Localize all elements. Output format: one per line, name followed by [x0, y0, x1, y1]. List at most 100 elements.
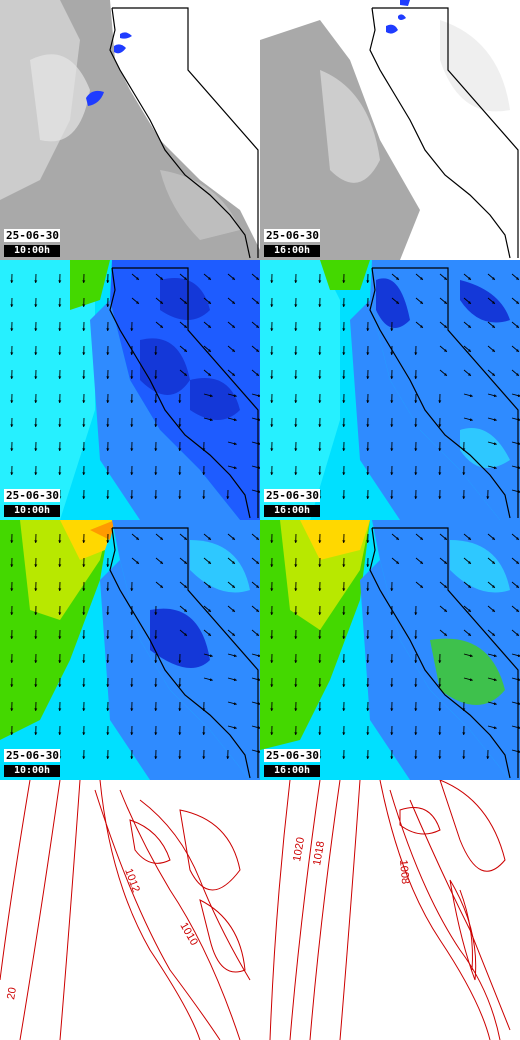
wind-arrowhead — [106, 588, 110, 591]
wind-arrowhead — [10, 400, 14, 403]
wind-arrowhead — [469, 394, 473, 398]
wind-arrowhead — [318, 708, 322, 711]
wind-arrowhead — [106, 352, 110, 355]
wind-arrowhead — [438, 424, 442, 427]
wind-arrowhead — [270, 448, 274, 451]
wind-arrowhead — [82, 472, 86, 475]
wind-arrowhead — [390, 708, 394, 711]
wind-arrowhead — [491, 632, 495, 636]
wind-arrowhead — [207, 632, 211, 636]
wind-arrowhead — [419, 324, 423, 328]
wind-arrowhead — [106, 732, 110, 735]
wind-arrowhead — [159, 536, 163, 540]
date-label: 25-06-30 — [264, 749, 320, 762]
wind-arrowhead — [135, 276, 139, 280]
wind-arrowhead — [58, 352, 62, 355]
wind-arrowhead — [395, 300, 399, 304]
wind-arrowhead — [491, 324, 495, 328]
wind-arrowhead — [443, 324, 447, 328]
wind-arrowhead — [318, 424, 322, 427]
wind-arrowhead — [443, 348, 447, 352]
wind-arrowhead — [257, 678, 260, 682]
wind-arrowhead — [414, 472, 418, 475]
wind-arrowhead — [515, 276, 519, 280]
wind-arrowhead — [342, 448, 346, 451]
wind-arrowhead — [270, 708, 274, 711]
wind-arrowhead — [515, 372, 519, 376]
wind-arrowhead — [34, 540, 38, 543]
wind-arrowhead — [34, 376, 38, 379]
wind-arrowhead — [58, 588, 62, 591]
wind-arrowhead — [517, 750, 520, 754]
wind-arrowhead — [294, 612, 298, 615]
wind-arrowhead — [178, 496, 182, 499]
cloud-panel-left: 25-06-30 10:00h — [0, 0, 260, 260]
wind-arrowhead — [130, 636, 134, 639]
wind-arrowhead — [390, 660, 394, 663]
date-label: 25-06-30 — [4, 749, 60, 762]
wind-arrowhead — [231, 632, 235, 636]
wind-arrowhead — [82, 564, 86, 567]
wind-arrowhead — [255, 608, 259, 612]
wind-arrowhead — [493, 702, 497, 706]
wind-arrowhead — [342, 328, 346, 331]
pressure-panel-right: 1020 1018 1008 — [260, 780, 520, 1040]
wind-arrowhead — [34, 684, 38, 687]
wind-arrowhead — [414, 352, 418, 355]
wind-arrowhead — [159, 276, 163, 280]
wind-arrowhead — [257, 490, 260, 494]
wind-arrowhead — [270, 376, 274, 379]
wind-arrowhead — [414, 708, 418, 711]
wind-arrowhead — [419, 300, 423, 304]
wind-arrowhead — [34, 400, 38, 403]
wind-arrowhead — [34, 424, 38, 427]
wind-arrowhead — [209, 394, 213, 398]
wind-arrowhead — [106, 496, 110, 499]
wind-arrowhead — [202, 472, 206, 475]
wind-arrowhead — [58, 612, 62, 615]
wind-arrowhead — [342, 280, 346, 283]
wind-arrowhead — [106, 540, 110, 543]
wind-map — [260, 260, 520, 520]
wind-arrowhead — [469, 654, 473, 658]
wind-arrowhead — [395, 276, 399, 280]
isobar-label: 1018 — [311, 840, 327, 866]
wind-arrowhead — [255, 372, 259, 376]
wind-arrowhead — [366, 612, 370, 615]
wind-arrowhead — [515, 300, 519, 304]
wind-arrowhead — [58, 660, 62, 663]
wind-arrowhead — [438, 400, 442, 403]
wind-arrowhead — [58, 328, 62, 331]
wind-arrowhead — [390, 448, 394, 451]
wind-arrowhead — [318, 684, 322, 687]
wind-arrowhead — [178, 708, 182, 711]
wind-arrowhead — [493, 394, 497, 398]
wind-arrowhead — [130, 472, 134, 475]
wind-arrowhead — [414, 424, 418, 427]
wind-arrowhead — [366, 732, 370, 735]
wind-arrowhead — [255, 560, 259, 564]
wind-arrowhead — [270, 636, 274, 639]
wind-arrowhead — [202, 756, 206, 759]
wind-arrowhead — [106, 448, 110, 451]
cloud-map — [0, 0, 260, 260]
pressure-panel-left: 1012 1010 20 — [0, 780, 260, 1040]
wind-arrowhead — [462, 708, 466, 711]
wind-arrowhead — [255, 324, 259, 328]
wind-arrowhead — [270, 588, 274, 591]
time-label: 16:00h — [264, 765, 320, 777]
wind-arrowhead — [467, 348, 471, 352]
wind-arrowhead — [183, 372, 187, 376]
wind-arrowhead — [491, 560, 495, 564]
wind-arrowhead — [58, 564, 62, 567]
wind-arrowhead — [294, 304, 298, 307]
wind-arrowhead — [10, 376, 14, 379]
wind-arrowhead — [58, 732, 62, 735]
wind-arrowhead — [294, 400, 298, 403]
wind-arrowhead — [34, 732, 38, 735]
wind-arrowhead — [178, 472, 182, 475]
wind-arrowhead — [318, 376, 322, 379]
wind-arrowhead — [318, 660, 322, 663]
wind-arrowhead — [438, 660, 442, 663]
